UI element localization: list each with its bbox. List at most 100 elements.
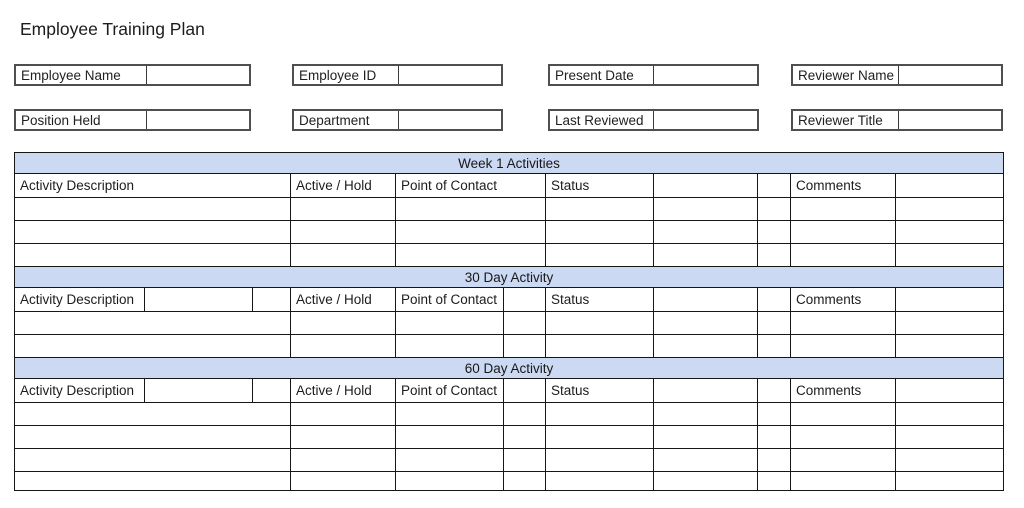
point-of-contact-cell[interactable] <box>395 471 504 491</box>
field-employee-name: Employee Name <box>14 64 251 86</box>
status-cell[interactable] <box>545 220 654 244</box>
activity-description-cell[interactable] <box>14 311 291 335</box>
activity-description-cell[interactable] <box>14 334 291 358</box>
field-value-input[interactable] <box>899 66 1001 84</box>
empty-cell[interactable] <box>757 425 791 449</box>
column-header-comments: Comments <box>790 173 896 198</box>
status-cell[interactable] <box>545 197 654 221</box>
comments-cell[interactable] <box>790 425 896 449</box>
empty-cell[interactable] <box>894 425 1005 449</box>
empty-cell[interactable] <box>757 334 791 358</box>
point-of-contact-cell[interactable] <box>395 197 546 221</box>
field-value-input[interactable] <box>399 66 501 84</box>
status-cell[interactable] <box>545 334 654 358</box>
empty-cell[interactable] <box>894 220 1005 244</box>
empty-cell[interactable] <box>503 402 546 426</box>
status-cell[interactable] <box>545 243 654 267</box>
empty-cell[interactable] <box>653 425 758 449</box>
point-of-contact-cell[interactable] <box>395 402 504 426</box>
empty-cell[interactable] <box>757 220 791 244</box>
comments-cell[interactable] <box>790 311 896 335</box>
empty-cell[interactable] <box>894 311 1005 335</box>
field-position-held: Position Held <box>14 109 251 131</box>
empty-cell[interactable] <box>653 402 758 426</box>
header-blank-cell <box>653 173 758 198</box>
status-cell[interactable] <box>545 448 654 472</box>
empty-cell[interactable] <box>503 448 546 472</box>
field-value-input[interactable] <box>899 111 1001 129</box>
field-value-input[interactable] <box>654 111 757 129</box>
comments-cell[interactable] <box>790 243 896 267</box>
column-header-status: Status <box>545 378 654 403</box>
column-header-comments: Comments <box>790 287 896 312</box>
active-hold-cell[interactable] <box>290 471 396 491</box>
point-of-contact-cell[interactable] <box>395 243 546 267</box>
empty-cell[interactable] <box>894 197 1005 221</box>
empty-cell[interactable] <box>894 334 1005 358</box>
point-of-contact-cell[interactable] <box>395 448 504 472</box>
empty-cell[interactable] <box>757 197 791 221</box>
point-of-contact-cell[interactable] <box>395 334 504 358</box>
status-cell[interactable] <box>545 471 654 491</box>
empty-cell[interactable] <box>894 448 1005 472</box>
empty-cell[interactable] <box>757 402 791 426</box>
active-hold-cell[interactable] <box>290 197 396 221</box>
field-value-input[interactable] <box>147 111 249 129</box>
comments-cell[interactable] <box>790 471 896 491</box>
empty-cell[interactable] <box>653 311 758 335</box>
activity-description-cell[interactable] <box>14 402 291 426</box>
comments-cell[interactable] <box>790 448 896 472</box>
activity-description-cell[interactable] <box>14 243 291 267</box>
empty-cell[interactable] <box>503 471 546 491</box>
empty-cell[interactable] <box>503 334 546 358</box>
point-of-contact-cell[interactable] <box>395 220 546 244</box>
field-label: Employee ID <box>294 66 399 84</box>
empty-cell[interactable] <box>653 448 758 472</box>
active-hold-cell[interactable] <box>290 402 396 426</box>
comments-cell[interactable] <box>790 197 896 221</box>
empty-cell[interactable] <box>757 311 791 335</box>
comments-cell[interactable] <box>790 220 896 244</box>
active-hold-cell[interactable] <box>290 334 396 358</box>
field-label: Position Held <box>16 111 147 129</box>
active-hold-cell[interactable] <box>290 220 396 244</box>
activity-description-cell[interactable] <box>14 425 291 449</box>
column-header-active-hold: Active / Hold <box>290 173 396 198</box>
header-blank-cell <box>503 378 546 403</box>
empty-cell[interactable] <box>757 471 791 491</box>
point-of-contact-cell[interactable] <box>395 425 504 449</box>
empty-cell[interactable] <box>653 197 758 221</box>
header-blank-cell <box>144 378 253 403</box>
active-hold-cell[interactable] <box>290 311 396 335</box>
empty-cell[interactable] <box>757 243 791 267</box>
empty-cell[interactable] <box>503 425 546 449</box>
empty-cell[interactable] <box>653 220 758 244</box>
empty-cell[interactable] <box>503 311 546 335</box>
field-value-input[interactable] <box>399 111 501 129</box>
empty-cell[interactable] <box>653 471 758 491</box>
point-of-contact-cell[interactable] <box>395 311 504 335</box>
field-reviewer-title: Reviewer Title <box>791 109 1003 131</box>
empty-cell[interactable] <box>653 243 758 267</box>
field-label: Present Date <box>550 66 654 84</box>
status-cell[interactable] <box>545 311 654 335</box>
empty-cell[interactable] <box>894 402 1005 426</box>
field-value-input[interactable] <box>147 66 249 84</box>
comments-cell[interactable] <box>790 334 896 358</box>
comments-cell[interactable] <box>790 402 896 426</box>
empty-cell[interactable] <box>653 334 758 358</box>
field-label: Reviewer Title <box>793 111 899 129</box>
active-hold-cell[interactable] <box>290 425 396 449</box>
status-cell[interactable] <box>545 402 654 426</box>
empty-cell[interactable] <box>894 243 1005 267</box>
status-cell[interactable] <box>545 425 654 449</box>
activity-description-cell[interactable] <box>14 220 291 244</box>
activity-description-cell[interactable] <box>14 197 291 221</box>
activity-description-cell[interactable] <box>14 448 291 472</box>
active-hold-cell[interactable] <box>290 243 396 267</box>
field-value-input[interactable] <box>654 66 757 84</box>
active-hold-cell[interactable] <box>290 448 396 472</box>
activity-description-cell[interactable] <box>14 471 291 491</box>
empty-cell[interactable] <box>757 448 791 472</box>
empty-cell[interactable] <box>894 471 1005 491</box>
